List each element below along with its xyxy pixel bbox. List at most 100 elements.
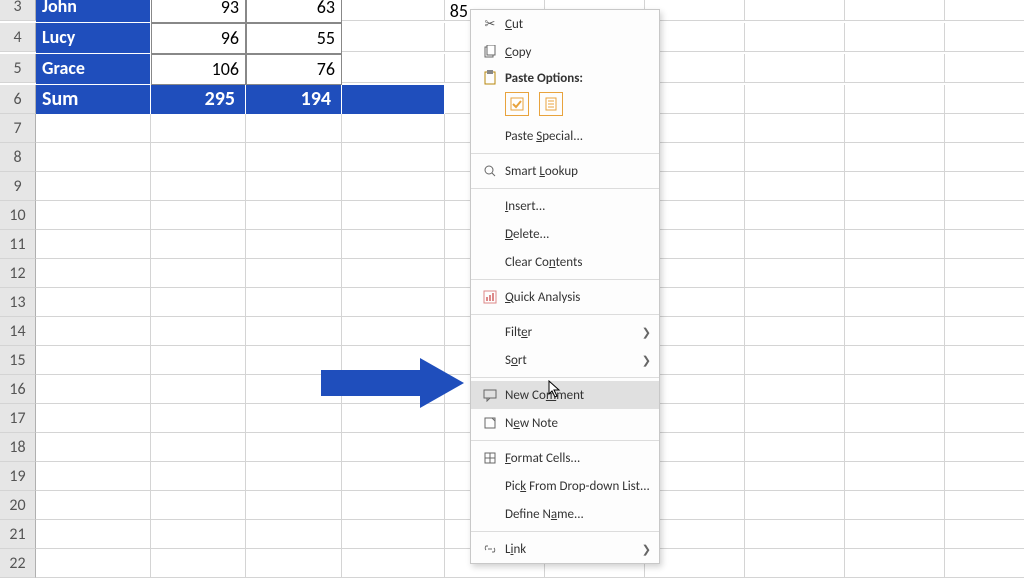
cell[interactable] (945, 23, 1024, 52)
cell[interactable] (36, 491, 151, 520)
cell[interactable] (342, 230, 445, 259)
cell[interactable] (845, 491, 945, 520)
cell[interactable] (945, 143, 1024, 172)
cell[interactable] (342, 114, 445, 143)
cell[interactable] (36, 375, 151, 404)
cell[interactable] (151, 230, 246, 259)
cell[interactable] (945, 491, 1024, 520)
cell[interactable] (945, 114, 1024, 143)
cell[interactable] (36, 114, 151, 143)
row-header[interactable]: 20 (0, 491, 36, 520)
cell[interactable] (36, 230, 151, 259)
cell[interactable] (845, 143, 945, 172)
row-header[interactable]: 12 (0, 259, 36, 288)
cell[interactable] (845, 462, 945, 491)
row-header[interactable]: 5 (0, 54, 36, 83)
cell[interactable] (246, 404, 342, 433)
cell[interactable] (845, 317, 945, 346)
cell[interactable] (151, 201, 246, 230)
menu-clear-contents[interactable]: Clear Contents (471, 248, 659, 276)
cell[interactable] (945, 520, 1024, 549)
cell[interactable] (246, 520, 342, 549)
cell[interactable] (645, 491, 745, 520)
cell[interactable] (645, 520, 745, 549)
cell[interactable] (36, 404, 151, 433)
cell[interactable] (945, 85, 1024, 114)
cell[interactable] (645, 317, 745, 346)
cell[interactable] (645, 404, 745, 433)
menu-pick-list[interactable]: Pick From Drop-down List... (471, 472, 659, 500)
menu-paste-special[interactable]: Paste Special... (471, 122, 659, 150)
cell[interactable] (745, 143, 845, 172)
cell[interactable] (246, 201, 342, 230)
cell[interactable] (845, 230, 945, 259)
cell[interactable]: Grace (36, 54, 151, 85)
cell[interactable] (342, 549, 445, 578)
cell[interactable]: 295 (151, 85, 246, 114)
cell[interactable] (246, 288, 342, 317)
cell[interactable] (151, 549, 246, 578)
row-header[interactable]: 9 (0, 172, 36, 201)
menu-define-name[interactable]: Define Name... (471, 500, 659, 528)
cell[interactable] (945, 54, 1024, 83)
cell[interactable] (36, 201, 151, 230)
cell[interactable] (945, 288, 1024, 317)
cell[interactable] (342, 259, 445, 288)
cell[interactable] (845, 114, 945, 143)
cell[interactable] (151, 433, 246, 462)
cell[interactable] (645, 259, 745, 288)
cell[interactable] (151, 346, 246, 375)
cell[interactable] (745, 375, 845, 404)
cell[interactable] (745, 23, 845, 52)
cell[interactable] (645, 288, 745, 317)
cell[interactable] (342, 201, 445, 230)
cell[interactable] (845, 288, 945, 317)
row-header[interactable]: 4 (0, 23, 36, 52)
cell[interactable] (151, 317, 246, 346)
cell[interactable]: 194 (246, 85, 342, 114)
cell[interactable] (36, 346, 151, 375)
cell[interactable] (246, 491, 342, 520)
cell[interactable] (945, 317, 1024, 346)
cell[interactable] (246, 462, 342, 491)
cell[interactable] (745, 259, 845, 288)
cell[interactable] (151, 259, 246, 288)
cell[interactable] (745, 317, 845, 346)
cell[interactable] (342, 143, 445, 172)
cell[interactable] (151, 520, 246, 549)
menu-new-comment[interactable]: New Comment (471, 381, 659, 409)
menu-smart-lookup[interactable]: Smart Lookup (471, 157, 659, 185)
menu-sort[interactable]: Sort ❯ (471, 346, 659, 374)
menu-cut[interactable]: ✂ Cut (471, 10, 659, 38)
cell[interactable] (645, 549, 745, 578)
menu-link[interactable]: Link ❯ (471, 535, 659, 563)
cell[interactable] (745, 433, 845, 462)
cell[interactable] (151, 375, 246, 404)
cell[interactable] (945, 172, 1024, 201)
cell[interactable]: 63 (246, 0, 342, 23)
cell[interactable]: 96 (151, 23, 246, 54)
row-header[interactable]: 13 (0, 288, 36, 317)
cell[interactable] (342, 85, 445, 114)
cell[interactable] (745, 201, 845, 230)
cell[interactable] (645, 462, 745, 491)
cell[interactable] (342, 491, 445, 520)
cell[interactable] (645, 54, 745, 83)
cell[interactable] (645, 172, 745, 201)
cell[interactable] (845, 85, 945, 114)
cell[interactable] (845, 520, 945, 549)
cell[interactable] (645, 375, 745, 404)
cell[interactable] (246, 172, 342, 201)
cell[interactable] (945, 375, 1024, 404)
cell[interactable] (745, 288, 845, 317)
cell[interactable] (945, 404, 1024, 433)
row-header[interactable]: 14 (0, 317, 36, 346)
cell[interactable]: 93 (151, 0, 246, 23)
cell[interactable] (36, 259, 151, 288)
menu-copy[interactable]: Copy (471, 38, 659, 66)
cell[interactable] (745, 114, 845, 143)
cell[interactable] (151, 114, 246, 143)
cell[interactable] (945, 346, 1024, 375)
menu-new-note[interactable]: New Note (471, 409, 659, 437)
cell[interactable] (645, 0, 745, 21)
